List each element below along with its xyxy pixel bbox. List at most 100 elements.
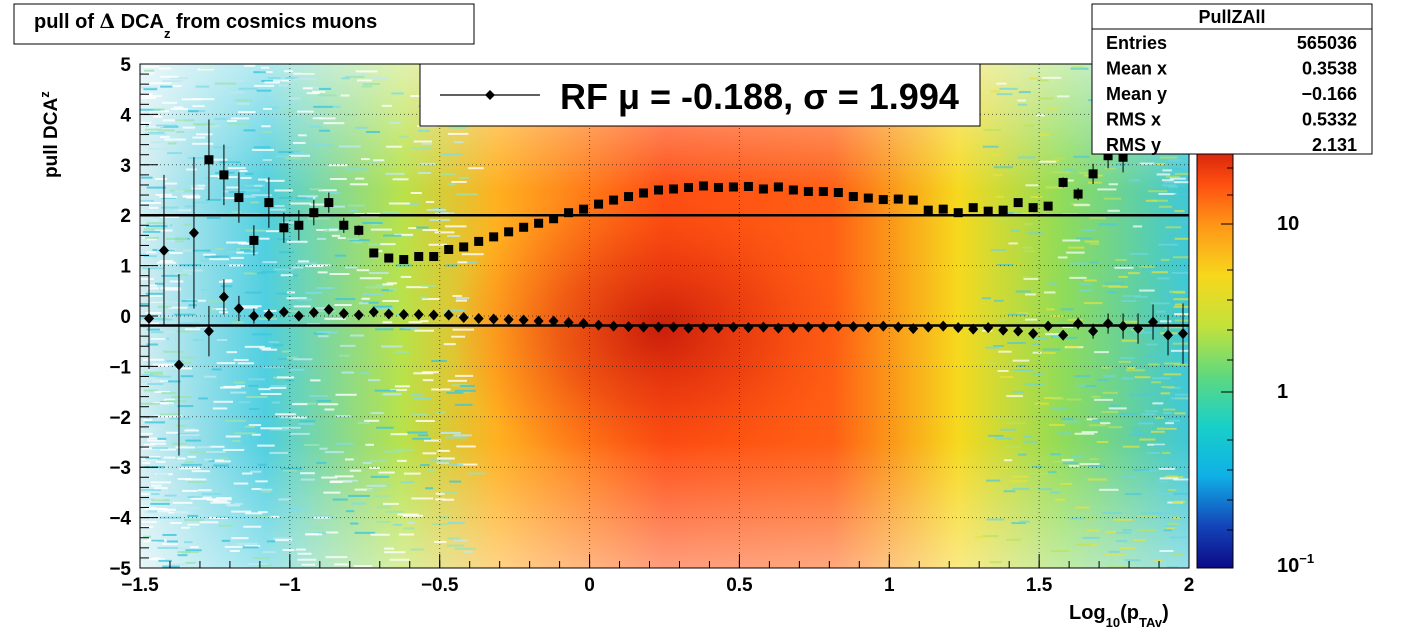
sigma-point [1043,201,1053,211]
heatmap-noise-cell [263,107,273,110]
mu-point [293,310,304,322]
heatmap-noise-cell [1168,488,1177,491]
heatmap-noise-cell [403,527,415,530]
heatmap-noise-cell [1138,515,1159,518]
heatmap-noise-cell [279,510,300,513]
heatmap-noise-cell [1086,418,1098,421]
heatmap-noise-cell [349,239,370,242]
heatmap-noise-cell [368,272,389,275]
heatmap-noise-cell [140,95,162,98]
heatmap-noise-cell [226,119,237,122]
mu-point [338,307,349,319]
sigma-point [788,185,798,195]
heatmap-noise-cell [1012,359,1030,362]
heatmap-noise-cell [1170,516,1181,519]
heatmap-noise-cell [1119,546,1136,549]
heatmap-noise-cell [349,469,362,472]
heatmap-noise-cell [1012,487,1030,490]
heatmap-noise-cell [250,201,260,204]
heatmap-noise-cell [437,449,450,452]
sigma-point [474,236,484,246]
heatmap-noise-cell [1023,277,1039,280]
heatmap-noise-cell [1073,204,1091,207]
heatmap-noise-cell [262,551,276,554]
heatmap-noise-cell [1051,397,1064,400]
heatmap-noise-cell [142,461,151,464]
heatmap-noise-cell [159,367,181,370]
mu-point [578,318,589,330]
mu-point [203,325,214,337]
heatmap-noise-cell [1070,454,1084,457]
mu-point [263,309,274,321]
colorbar-label-low: 10−1 [1277,551,1314,577]
heatmap-noise-cell [251,194,272,197]
heatmap-noise-cell [1006,422,1026,425]
mu-point [878,320,889,332]
heatmap-noise-cell [245,229,266,232]
heatmap-noise-cell [385,510,404,513]
heatmap-noise-cell [238,401,251,404]
sigma-point [728,182,738,192]
heatmap-noise-cell [297,558,317,561]
heatmap-noise-cell [446,391,464,394]
heatmap-noise-cell [1061,458,1074,461]
heatmap-noise-cell [361,158,370,161]
heatmap-noise-cell [156,261,177,264]
heatmap-noise-cell [146,222,166,225]
heatmap-noise-cell [274,205,285,208]
heatmap-noise-cell [1122,529,1133,532]
heatmap-noise-cell [148,375,159,378]
heatmap-noise-cell [268,341,280,344]
heatmap-noise-cell [257,444,275,447]
heatmap-noise-cell [1174,319,1189,322]
heatmap-noise-cell [276,155,289,158]
heatmap-noise-cell [440,431,461,434]
heatmap-noise-cell [263,366,284,369]
heatmap-noise-cell [1075,543,1091,546]
sigma-point [668,184,678,194]
axis-tick-labels: −1.5 −1 −0.5 0 0.5 1 1.5 2 −5 −4 −3 −2 −1 0 1 2 3 4 5 [109,55,1194,596]
heatmap-noise-cell [143,540,159,543]
heatmap-noise [140,64,1189,568]
heatmap-noise-cell [148,131,165,134]
heatmap-noise-cell [204,255,220,258]
heatmap-noise-cell [313,515,333,518]
heatmap-noise-cell [278,84,289,87]
heatmap-noise-cell [1101,366,1111,369]
heatmap-noise-cell [201,493,222,496]
heatmap-noise-cell [156,124,178,127]
sigma-point [624,192,634,202]
heatmap-noise-cell [317,271,328,274]
heatmap-noise-cell [160,206,179,209]
heatmap-noise-cell [184,205,196,208]
heatmap-noise-cell [1017,156,1036,159]
sigma-point [773,182,783,192]
heatmap-noise-cell [146,238,157,241]
heatmap-noise-cell [1045,186,1064,189]
heatmap-noise-cell [200,288,210,291]
heatmap-noise-cell [161,101,178,104]
heatmap-noise-cell [190,497,210,500]
heatmap-noise-cell [356,79,372,82]
heatmap-noise-cell [448,126,468,129]
sigma-point [953,208,963,218]
heatmap-noise-cell [1154,492,1174,495]
heatmap-noise-cell [224,545,244,548]
sigma-point [294,220,304,230]
heatmap-noise-cell [264,81,281,84]
heatmap-noise-cell [382,450,402,453]
heatmap-noise-cell [276,292,289,295]
sigma-point [219,170,229,180]
heatmap-noise-cell [143,371,164,374]
heatmap-noise-cell [988,434,1004,437]
heatmap-noise-cell [443,343,456,346]
heatmap-noise-cell [384,547,395,550]
heatmap-noise-cell [1122,445,1140,448]
heatmap-noise-cell [422,379,434,382]
heatmap-noise-cell [405,202,420,205]
heatmap-noise-cell [147,437,157,440]
heatmap-noise-cell [309,188,323,191]
heatmap-noise-cell [310,527,325,530]
heatmap-noise-cell [152,447,168,450]
heatmap-noise-cell [987,361,997,364]
